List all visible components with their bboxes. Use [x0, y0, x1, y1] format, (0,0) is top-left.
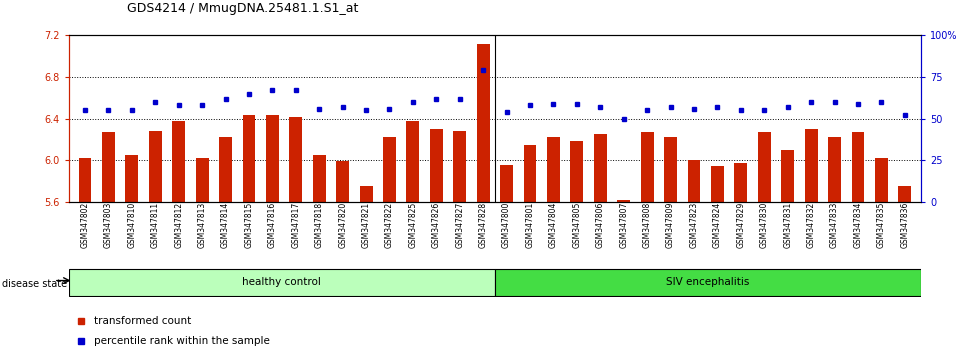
Bar	[500, 165, 514, 202]
Bar	[710, 166, 724, 202]
Bar	[360, 186, 372, 202]
Text: GSM347835: GSM347835	[877, 202, 886, 248]
Bar	[734, 163, 748, 202]
Bar	[828, 137, 841, 202]
Text: SIV encephalitis: SIV encephalitis	[666, 277, 750, 287]
Text: GSM347812: GSM347812	[174, 202, 183, 248]
Text: GSM347832: GSM347832	[807, 202, 815, 248]
Text: GSM347824: GSM347824	[712, 202, 722, 248]
Text: GSM347829: GSM347829	[736, 202, 746, 248]
Bar	[805, 129, 817, 202]
Text: GSM347806: GSM347806	[596, 202, 605, 248]
Bar	[196, 158, 209, 202]
Bar	[688, 160, 701, 202]
Bar	[523, 144, 536, 202]
Text: disease state: disease state	[2, 279, 67, 289]
Text: GSM347821: GSM347821	[362, 202, 370, 248]
Bar	[594, 134, 607, 202]
Text: GSM347831: GSM347831	[783, 202, 792, 248]
Text: GSM347828: GSM347828	[478, 202, 488, 248]
Text: GSM347803: GSM347803	[104, 202, 113, 248]
Bar	[383, 137, 396, 202]
Text: GSM347833: GSM347833	[830, 202, 839, 248]
Text: GSM347808: GSM347808	[643, 202, 652, 248]
Bar	[242, 115, 256, 202]
Text: GSM347804: GSM347804	[549, 202, 558, 248]
Text: GSM347810: GSM347810	[127, 202, 136, 248]
Bar	[547, 137, 560, 202]
Bar	[758, 132, 770, 202]
Bar	[266, 115, 279, 202]
Text: GSM347818: GSM347818	[315, 202, 323, 248]
Bar	[172, 121, 185, 202]
Text: percentile rank within the sample: percentile rank within the sample	[94, 336, 270, 346]
Text: GSM347826: GSM347826	[432, 202, 441, 248]
Bar	[220, 137, 232, 202]
Bar	[570, 142, 583, 202]
Text: GSM347815: GSM347815	[244, 202, 254, 248]
Bar	[476, 44, 490, 202]
Text: GSM347811: GSM347811	[151, 202, 160, 248]
Bar	[852, 132, 864, 202]
Text: GSM347809: GSM347809	[666, 202, 675, 248]
Bar	[617, 200, 630, 202]
Bar	[664, 137, 677, 202]
Bar	[102, 132, 115, 202]
Text: GSM347814: GSM347814	[221, 202, 230, 248]
Bar	[336, 161, 349, 202]
Text: healthy control: healthy control	[242, 277, 321, 287]
Bar	[407, 121, 419, 202]
Text: GSM347813: GSM347813	[198, 202, 207, 248]
Text: transformed count: transformed count	[94, 316, 191, 326]
Text: GSM347820: GSM347820	[338, 202, 347, 248]
Bar	[430, 129, 443, 202]
Bar	[149, 131, 162, 202]
Bar	[125, 155, 138, 202]
Text: GSM347834: GSM347834	[854, 202, 862, 248]
Bar	[641, 132, 654, 202]
Text: GSM347802: GSM347802	[80, 202, 89, 248]
Text: GSM347836: GSM347836	[901, 202, 909, 248]
Text: GSM347817: GSM347817	[291, 202, 300, 248]
Bar	[899, 186, 911, 202]
Text: GSM347807: GSM347807	[619, 202, 628, 248]
Bar	[313, 155, 325, 202]
Text: GSM347825: GSM347825	[409, 202, 417, 248]
Bar	[495, 269, 921, 296]
Bar	[875, 158, 888, 202]
Text: GSM347827: GSM347827	[456, 202, 465, 248]
Bar	[454, 131, 466, 202]
Bar	[781, 150, 794, 202]
Text: GSM347800: GSM347800	[502, 202, 512, 248]
Text: GSM347805: GSM347805	[572, 202, 581, 248]
Text: GSM347816: GSM347816	[268, 202, 277, 248]
Text: GDS4214 / MmugDNA.25481.1.S1_at: GDS4214 / MmugDNA.25481.1.S1_at	[127, 2, 359, 15]
Text: GSM347823: GSM347823	[690, 202, 699, 248]
Bar	[69, 269, 495, 296]
Text: GSM347801: GSM347801	[525, 202, 534, 248]
Text: GSM347830: GSM347830	[760, 202, 768, 248]
Text: GSM347822: GSM347822	[385, 202, 394, 248]
Bar	[289, 116, 302, 202]
Bar	[78, 158, 91, 202]
